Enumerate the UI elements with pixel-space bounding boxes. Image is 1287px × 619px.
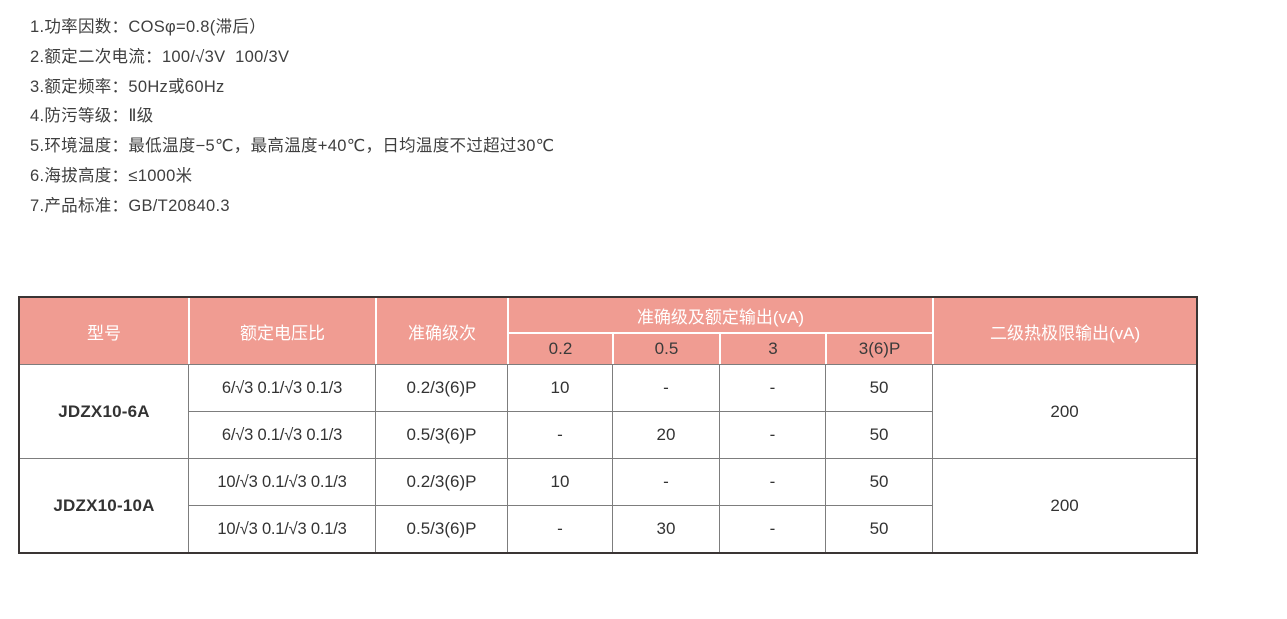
col-subheader-3: 3 (719, 334, 825, 364)
cell-accuracy-class: 0.2/3(6)P (375, 364, 507, 411)
cell-output-0-2: - (507, 505, 612, 552)
spec-item-power-factor: 1.功率因数：COSφ=0.8(滞后） (30, 18, 266, 36)
spec-item-rated-frequency: 3.额定频率：50Hz或60Hz (30, 77, 225, 96)
cell-output-3-6p: 50 (825, 458, 933, 505)
cell-voltage-ratio: 10/√3 0.1/√3 0.1/3 (188, 505, 375, 552)
spec-table: 型号 额定电压比 准确级次 准确级及额定输出(vA) 二级热极限输出(vA) 0… (18, 296, 1199, 554)
cell-output-3: - (719, 364, 825, 411)
col-subheader-3-6-p: 3(6)P (825, 334, 933, 364)
cell-output-0-2: 10 (507, 458, 612, 505)
cell-accuracy-class: 0.5/3(6)P (375, 411, 507, 458)
spec-list: 1.功率因数：COSφ=0.8(滞后） 2.额定二次电流：100/√3V 100… (30, 13, 555, 222)
cell-thermal-limit: 200 (932, 364, 1197, 458)
cell-output-0-2: 10 (507, 364, 612, 411)
cell-voltage-ratio: 6/√3 0.1/√3 0.1/3 (188, 364, 375, 411)
col-header-accuracy-output-group: 准确级及额定输出(vA) (507, 298, 933, 334)
cell-accuracy-class: 0.5/3(6)P (375, 505, 507, 552)
table-row: JDZX10-6A 6/√3 0.1/√3 0.1/3 0.2/3(6)P 10… (20, 364, 1197, 458)
col-subheader-0-2: 0.2 (507, 334, 612, 364)
spec-item-secondary-current: 2.额定二次电流：100/√3V 100/3V (30, 47, 290, 66)
spec-item-product-standard: 7.产品标准：GB/T20840.3 (30, 196, 230, 215)
spec-item-pollution-level: 4.防污等级：Ⅱ级 (30, 107, 154, 126)
cell-output-3-6p: 50 (825, 364, 933, 411)
spec-item-altitude: 6.海拔高度：≤1000米 (30, 166, 193, 185)
cell-voltage-ratio: 6/√3 0.1/√3 0.1/3 (188, 411, 375, 458)
spec-table-wrapper: 型号 额定电压比 准确级次 准确级及额定输出(vA) 二级热极限输出(vA) 0… (18, 296, 1199, 554)
spec-item-ambient-temperature: 5.环境温度：最低温度−5℃，最高温度+40℃，日均温度不过超过30℃ (30, 137, 555, 156)
cell-output-0-5: 30 (612, 505, 719, 552)
cell-output-0-5: - (612, 364, 719, 411)
col-header-model: 型号 (20, 298, 188, 364)
cell-output-3-6p: 50 (825, 411, 933, 458)
col-subheader-0-5: 0.5 (612, 334, 719, 364)
cell-output-3: - (719, 505, 825, 552)
cell-accuracy-class: 0.2/3(6)P (375, 458, 507, 505)
col-header-accuracy-class: 准确级次 (375, 298, 507, 364)
cell-model-jdzx10-10a: JDZX10-10A (20, 458, 188, 552)
col-header-voltage-ratio: 额定电压比 (188, 298, 375, 364)
table-row: JDZX10-10A 10/√3 0.1/√3 0.1/3 0.2/3(6)P … (20, 458, 1197, 552)
cell-model-jdzx10-6a: JDZX10-6A (20, 364, 188, 458)
cell-output-0-5: 20 (612, 411, 719, 458)
cell-thermal-limit: 200 (932, 458, 1197, 552)
cell-output-3-6p: 50 (825, 505, 933, 552)
table-row: 6/√3 0.1/√3 0.1/3 0.5/3(6)P - 20 - 50 (20, 411, 1196, 458)
cell-output-0-5: - (612, 458, 719, 505)
cell-output-3: - (719, 458, 825, 505)
cell-voltage-ratio: 10/√3 0.1/√3 0.1/3 (188, 458, 375, 505)
table-row: 10/√3 0.1/√3 0.1/3 0.5/3(6)P - 30 - 50 (20, 505, 1196, 552)
cell-output-0-2: - (507, 411, 612, 458)
col-header-thermal-limit: 二级热极限输出(vA) (932, 298, 1197, 364)
cell-output-3: - (719, 411, 825, 458)
